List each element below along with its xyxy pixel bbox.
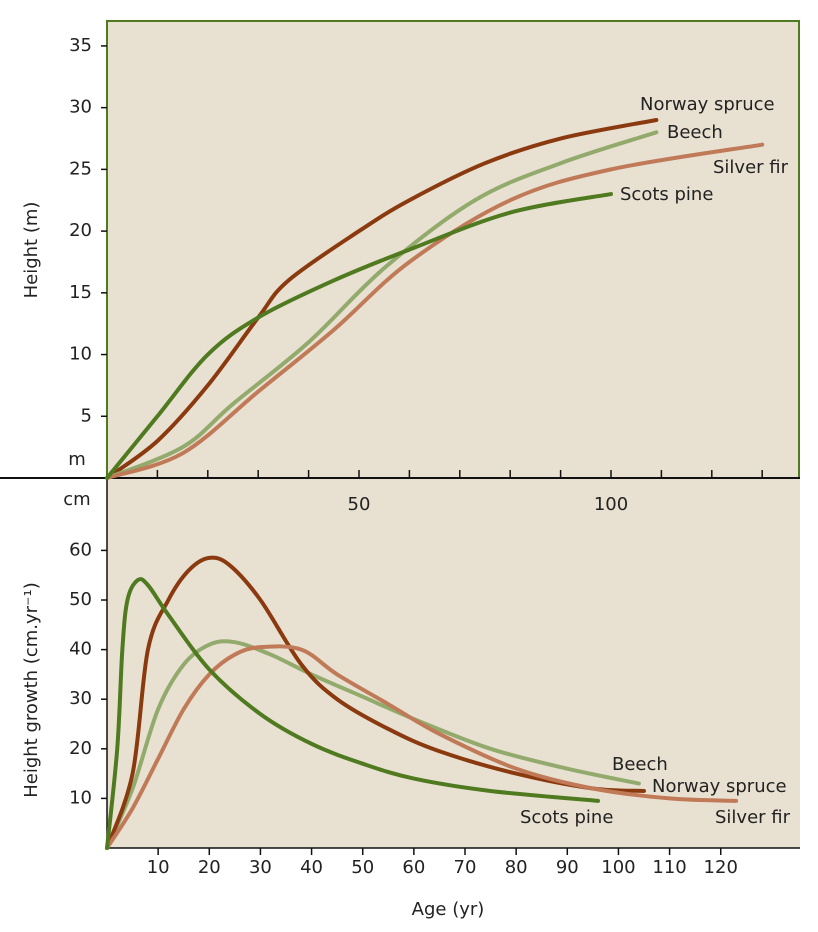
x-tick-label: 20 (198, 857, 221, 878)
y-tick-label: 40 (69, 639, 92, 660)
series-label: Beech (667, 122, 723, 143)
y-tick-label: 5 (81, 405, 92, 426)
x-tick-label: 100 (594, 494, 628, 515)
series-label: Norway spruce (652, 776, 787, 797)
x-tick-label: 70 (454, 857, 477, 878)
y-tick-label: 10 (69, 344, 92, 365)
y-tick-label: 30 (69, 97, 92, 118)
curve (105, 117, 659, 480)
series-label: Scots pine (620, 184, 713, 205)
x-tick-label: 90 (556, 857, 579, 878)
x-tick-label: 110 (652, 857, 686, 878)
curve (105, 555, 647, 850)
x-tick-label: 80 (505, 857, 528, 878)
x-tick-label: 50 (351, 857, 374, 878)
y-tick-label: 30 (69, 688, 92, 709)
y-tick-label: 35 (69, 35, 92, 56)
y-tick-label: 15 (69, 282, 92, 303)
y-tick-label: 50 (69, 589, 92, 610)
x-tick-label: 10 (147, 857, 170, 878)
x-tick-label: 120 (704, 857, 738, 878)
curve (105, 130, 659, 480)
series-label: Scots pine (520, 807, 613, 828)
y-unit-label: m (68, 449, 86, 470)
y-axis-title: Height growth (cm.yr⁻¹) (21, 582, 42, 798)
y-tick-label: 10 (69, 787, 92, 808)
x-axis-title: Age (yr) (412, 899, 485, 920)
x-tick-label: 40 (300, 857, 323, 878)
y-axis-title: Height (m) (21, 202, 42, 299)
x-tick-label: 50 (348, 494, 371, 515)
series-label: Beech (612, 754, 668, 775)
series-label: Silver fir (715, 807, 791, 828)
layer: 5 10 15 20 25 30 35 m Height (m) 50 100 Norway spru… (21, 35, 791, 920)
y-tick-label: 20 (69, 220, 92, 241)
y-tick-label: 20 (69, 738, 92, 759)
x-tick-label: 30 (249, 857, 272, 878)
curve (105, 192, 613, 480)
series-label: Norway spruce (640, 94, 775, 115)
x-tick-label: 60 (402, 857, 425, 878)
x-tick-label: 100 (601, 857, 635, 878)
curve (105, 142, 765, 480)
series-label: Silver fir (713, 157, 789, 178)
curve (105, 639, 641, 850)
y-tick-label: 60 (69, 539, 92, 560)
upper-plot-area (106, 20, 800, 479)
curve (105, 577, 600, 850)
y-unit-label: cm (63, 489, 90, 510)
curve (105, 644, 739, 850)
y-tick-label: 25 (69, 158, 92, 179)
